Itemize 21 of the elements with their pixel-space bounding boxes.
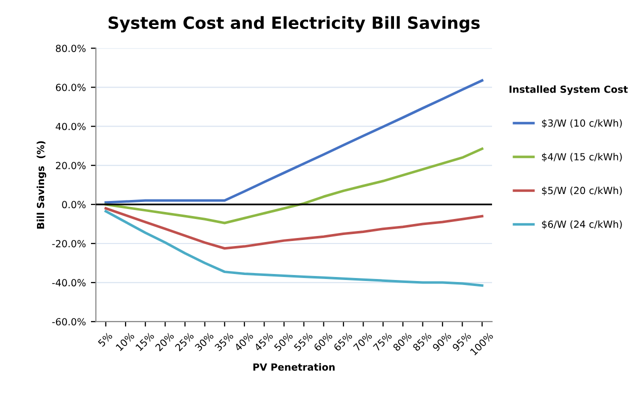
line-series <box>104 79 484 204</box>
line-series <box>104 148 484 224</box>
y-tick-label: 60.0% <box>56 84 86 92</box>
y-tick-label: 40.0% <box>56 122 86 130</box>
line-series <box>104 210 484 287</box>
y-tick-label: 20.0% <box>56 162 86 170</box>
y-tick-label: -20.0% <box>52 240 86 248</box>
x-axis-title: PV Penetration <box>253 363 335 371</box>
line-series <box>104 207 484 250</box>
y-tick-label: 0.0% <box>62 200 86 208</box>
y-tick-label: 80.0% <box>56 44 86 52</box>
legend-label: $4/W (15 c/kWh) <box>542 152 622 162</box>
y-tick-label: -40.0% <box>52 279 86 286</box>
legend-label: $6/W (24 c/kWh) <box>542 220 622 230</box>
x-tick-label: 5% <box>98 332 113 348</box>
legend-label: $5/W (20 c/kWh) <box>542 186 622 196</box>
legend-label: $3/W (10 c/kWh) <box>542 119 622 128</box>
legend-title: Installed System Cost <box>510 85 628 95</box>
chart-title: System Cost and Electricity Bill Savings <box>108 16 480 32</box>
y-axis-title: Bill Savings (%) <box>36 141 46 229</box>
y-tick-label: -60.0% <box>52 318 86 326</box>
